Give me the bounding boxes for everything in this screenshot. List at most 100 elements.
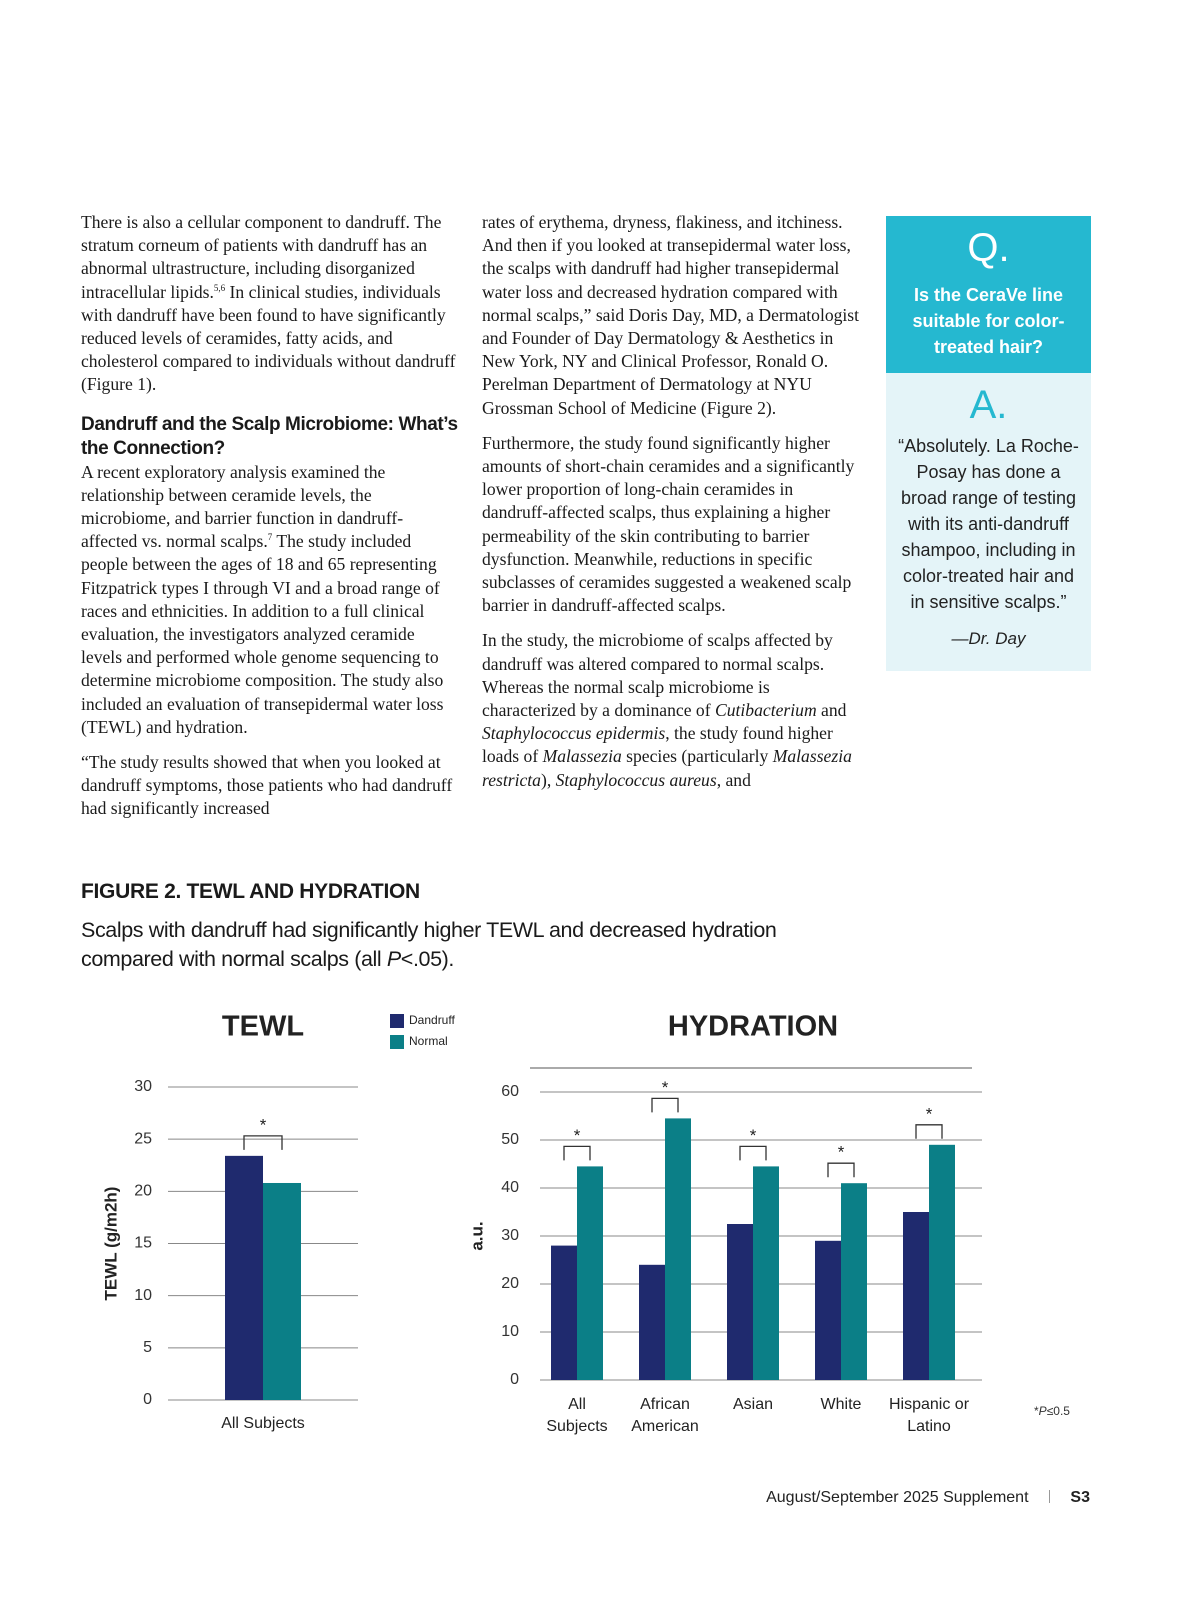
- y-tick-label: 60: [501, 1083, 519, 1100]
- significance-marker: *: [926, 1104, 933, 1123]
- bar: [903, 1212, 929, 1380]
- text: ≤0.5: [1046, 1404, 1070, 1418]
- text: In the study, the microbiome of scalps a…: [482, 630, 833, 721]
- question-box: Q. Is the CeraVe line suitable for color…: [886, 216, 1091, 373]
- answer: “Absolutely. La Roche-Posay has done a b…: [898, 436, 1079, 612]
- legend-swatch: [390, 1035, 404, 1049]
- text: ),: [540, 769, 556, 790]
- bar: [841, 1183, 867, 1380]
- significance-bracket: [739, 1145, 767, 1161]
- y-tick-label: 5: [143, 1339, 152, 1356]
- significance-marker: *: [260, 1115, 267, 1134]
- bar: [929, 1144, 955, 1380]
- bar: [727, 1224, 753, 1380]
- paragraph: In the study, the microbiome of scalps a…: [482, 629, 862, 791]
- y-tick-label: 20: [134, 1183, 152, 1200]
- y-tick-label: 30: [501, 1227, 519, 1244]
- bar: [263, 1182, 301, 1400]
- bar: [665, 1118, 691, 1380]
- separator: [1048, 1490, 1050, 1503]
- text: *: [1034, 1404, 1039, 1418]
- y-tick-label: 10: [134, 1287, 152, 1304]
- paragraph: Furthermore, the study found significant…: [482, 432, 855, 616]
- figure-title: FIGURE 2. TEWL AND HYDRATION: [81, 880, 420, 903]
- publication: August/September 2025 Supplement: [766, 1489, 1029, 1506]
- text: , and: [716, 769, 751, 790]
- y-tick-label: 15: [134, 1235, 152, 1252]
- a-mark: A.: [969, 383, 1008, 427]
- y-tick-label: 0: [510, 1371, 519, 1388]
- x-tick-label: African American: [631, 1396, 699, 1435]
- x-tick-label: White: [821, 1396, 862, 1413]
- y-tick-label: 40: [501, 1179, 519, 1196]
- attribution: —Dr. Day: [951, 629, 1026, 648]
- bar: [577, 1166, 603, 1380]
- x-tick-label: Asian: [733, 1396, 773, 1413]
- species: Staphylococcus epidermis: [482, 723, 666, 744]
- x-tick-label: All Subjects: [221, 1415, 305, 1432]
- text: and: [816, 700, 847, 721]
- y-tick-label: 20: [501, 1275, 519, 1292]
- paragraph: rates of erythema, dryness, flakiness, a…: [482, 212, 860, 418]
- significance-marker: *: [750, 1126, 757, 1145]
- y-tick-label: 50: [501, 1131, 519, 1148]
- significance-bracket: [827, 1162, 855, 1178]
- significance-bracket: [651, 1097, 679, 1113]
- significance-marker: *: [838, 1143, 845, 1162]
- y-tick-label: 10: [501, 1323, 519, 1340]
- bar: [753, 1166, 779, 1380]
- bar: [225, 1155, 263, 1400]
- column-2: rates of erythema, dryness, flakiness, a…: [482, 211, 862, 804]
- species: Staphylococcus aureus: [555, 769, 717, 790]
- bar: [815, 1240, 841, 1380]
- bar: [551, 1245, 577, 1380]
- paragraph: “The study results showed that when you …: [81, 752, 453, 819]
- text: , the study found higher loads of: [482, 723, 833, 767]
- citation: 5,6: [213, 282, 226, 293]
- footnote: *P≤0.5: [1034, 1404, 1070, 1418]
- text: A recent exploratory analysis examined t…: [81, 461, 404, 552]
- y-axis-label: TEWL (g/m2h): [101, 1187, 120, 1301]
- column-1: There is also a cellular component to da…: [81, 211, 459, 833]
- significance-marker: *: [574, 1126, 581, 1145]
- q-mark: Q.: [967, 226, 1010, 270]
- y-tick-label: 0: [143, 1391, 152, 1408]
- figure-caption: Scalps with dandruff had significantly h…: [81, 916, 871, 974]
- significance-bracket: [915, 1124, 943, 1139]
- text: P: [386, 947, 401, 971]
- species: Malassezia restricta: [482, 746, 852, 790]
- text: The study included people between the ag…: [81, 531, 444, 737]
- answer-box: A. “Absolutely. La Roche-Posay has done …: [886, 373, 1091, 671]
- text: There is also a cellular component to da…: [81, 212, 442, 302]
- species: Malassezia: [542, 746, 622, 767]
- legend-label: Dandruff: [409, 1013, 455, 1027]
- x-tick-label: Hispanic or Latino: [889, 1396, 970, 1435]
- paragraph: A recent exploratory analysis examined t…: [81, 461, 459, 739]
- section-heading: Dandruff and the Scalp Microbiome: What’…: [81, 413, 458, 459]
- question: Is the CeraVe line suitable for color-tr…: [912, 285, 1065, 357]
- y-axis-label: a.u.: [467, 1221, 486, 1250]
- y-tick-label: 25: [134, 1130, 152, 1147]
- text: P: [1038, 1404, 1047, 1418]
- text: species (particularly: [621, 746, 773, 767]
- chart-title: TEWL: [222, 1011, 304, 1043]
- y-tick-label: 30: [134, 1078, 152, 1095]
- legend-swatch: [390, 1014, 404, 1028]
- significance-bracket: [243, 1135, 283, 1150]
- species: Cutibacterium: [715, 700, 817, 721]
- bar: [639, 1264, 665, 1380]
- legend-label: Normal: [409, 1034, 448, 1048]
- footer: August/September 2025 Supplement S3: [766, 1489, 1090, 1507]
- chart-title: HYDRATION: [668, 1011, 838, 1043]
- page-number: S3: [1070, 1489, 1090, 1506]
- text: Scalps with dandruff had significantly h…: [81, 918, 777, 971]
- text: In clinical studies, individuals with da…: [81, 281, 456, 395]
- significance-bracket: [563, 1145, 591, 1161]
- text: <.05).: [400, 947, 455, 971]
- significance-marker: *: [662, 1078, 669, 1097]
- x-tick-label: All Subjects: [546, 1396, 607, 1435]
- paragraph: There is also a cellular component to da…: [81, 211, 459, 397]
- citation: 7: [267, 532, 273, 543]
